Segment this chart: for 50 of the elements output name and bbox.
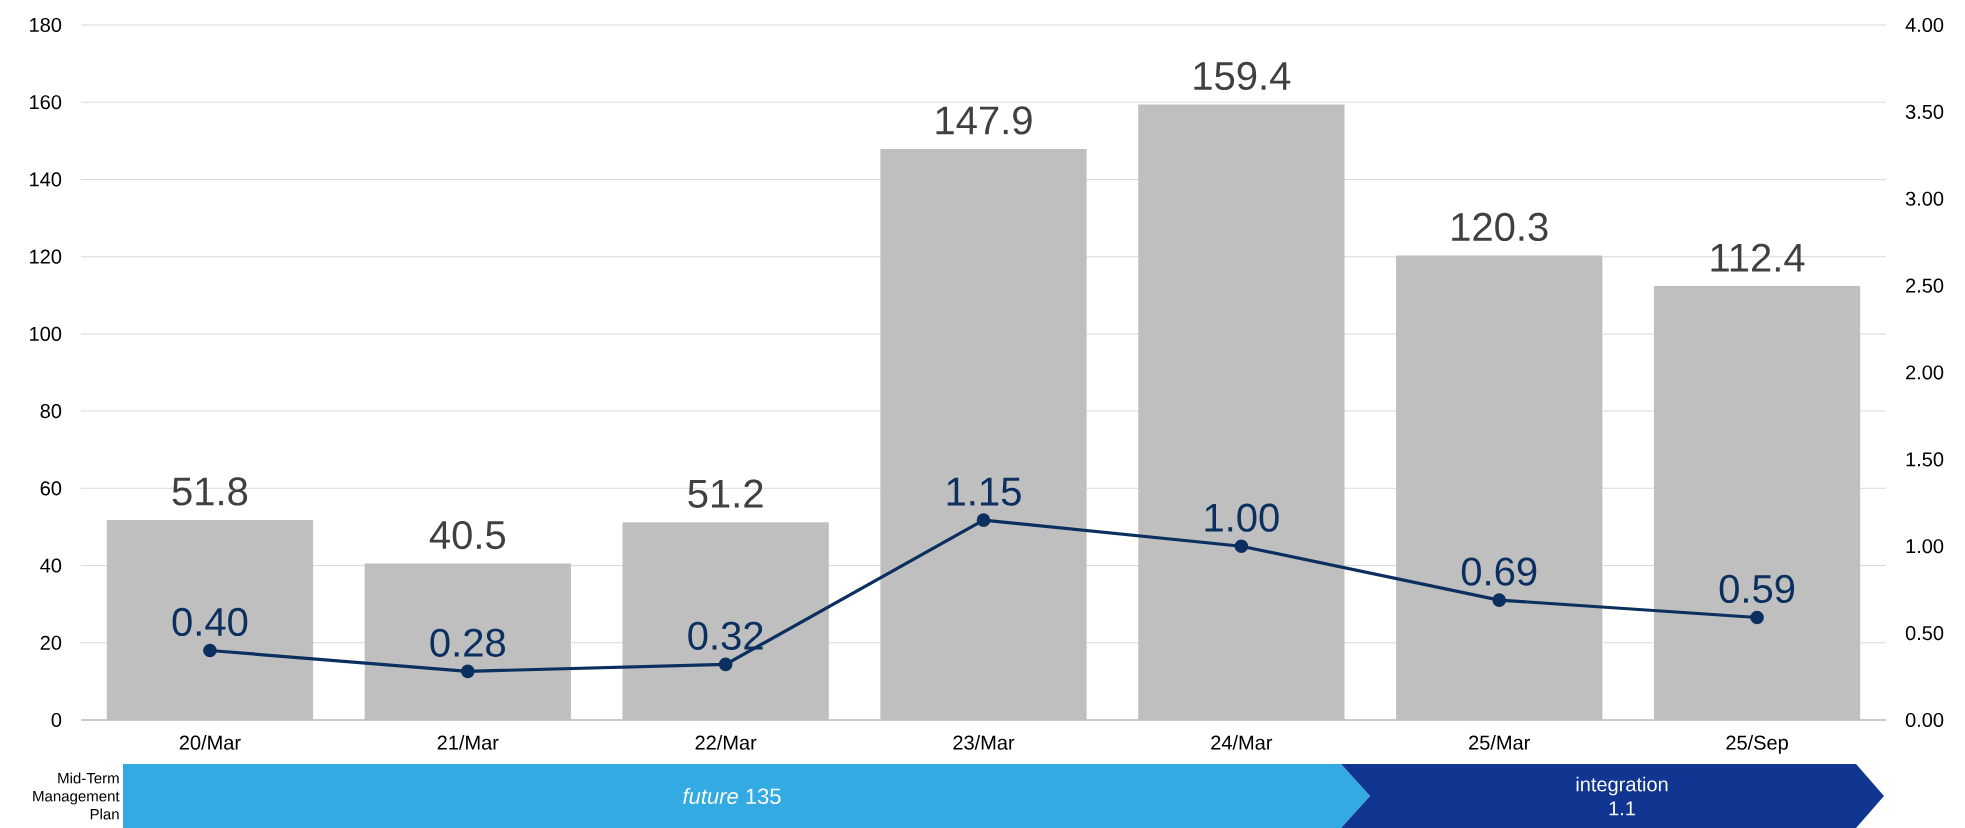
point	[203, 643, 217, 658]
y2-tick-label: 0.00	[1905, 712, 1944, 728]
data-label: 0.28	[430, 628, 505, 657]
text: future 135	[683, 787, 781, 805]
x-tick-label: 25/Sep	[1726, 735, 1788, 754]
point	[1750, 610, 1764, 625]
data-label: 112.4	[1711, 243, 1805, 272]
point	[718, 657, 733, 672]
y2-tick-label: 4.00	[1905, 17, 1944, 33]
data-label: 1.15	[947, 477, 1021, 506]
y2-tick-label: 0.50	[1905, 626, 1944, 641]
data-label: 0.40	[172, 607, 248, 637]
data-label: 120.3	[1452, 212, 1548, 242]
x-tick-label: 23/Mar	[953, 735, 1015, 750]
y-tick-label: 180	[30, 17, 62, 33]
y2-tick-label: 2.50	[1906, 278, 1944, 293]
y2-tick-label: 2.00	[1906, 365, 1944, 380]
y2-tick-label: 3.00	[1905, 191, 1944, 206]
data-label: 0.69	[1461, 557, 1537, 586]
text: integration 1.1	[1576, 776, 1668, 816]
y2-tick-label: 1.50	[1906, 452, 1944, 467]
y-tick-label: 140	[30, 172, 62, 187]
text: Mid-Term Management Plan	[33, 772, 120, 820]
y-tick-label: 100	[30, 326, 62, 341]
data-label: 159.4	[1194, 61, 1291, 91]
x-tick-label: 24/Mar	[1211, 735, 1273, 750]
point	[1492, 593, 1507, 607]
data-label: 1.00	[1205, 503, 1279, 532]
x-tick-label: 22/Mar	[695, 735, 757, 750]
point	[460, 664, 475, 679]
data-label: 51.2	[688, 479, 763, 508]
y-tick-label: 160	[30, 95, 62, 110]
y-tick-label: 40	[40, 558, 62, 573]
y2-tick-label: 3.50	[1905, 104, 1944, 119]
x-tick-label: 20/Mar	[179, 735, 241, 750]
y-tick-label: 60	[40, 481, 62, 496]
x-tick-label: 25/Mar	[1469, 735, 1531, 750]
y-tick-label: 0	[51, 712, 62, 728]
y-tick-label: 80	[40, 404, 62, 419]
y2-tick-label: 1.00	[1906, 539, 1944, 554]
y-tick-label: 120	[30, 249, 62, 264]
data-label: 0.59	[1719, 574, 1795, 604]
point	[1234, 539, 1249, 554]
data-label: 40.5	[429, 520, 506, 550]
x-tick-label: 21/Mar	[437, 735, 499, 750]
point	[976, 513, 991, 527]
data-label: 147.9	[936, 106, 1032, 135]
data-label: 51.8	[172, 477, 248, 506]
data-label: 0.32	[688, 621, 763, 650]
y-tick-label: 20	[40, 635, 62, 650]
